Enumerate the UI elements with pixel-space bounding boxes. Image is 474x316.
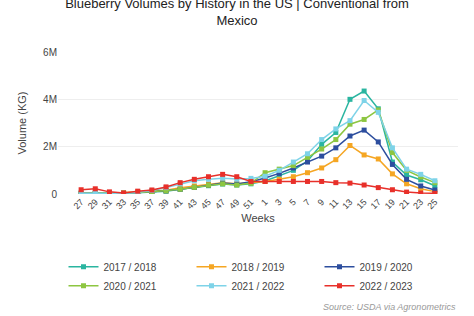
svg-text:41: 41 <box>171 197 185 211</box>
svg-text:2017 / 2018: 2017 / 2018 <box>104 262 157 273</box>
svg-text:4M: 4M <box>43 94 57 105</box>
svg-text:51: 51 <box>241 197 255 211</box>
svg-text:6M: 6M <box>43 47 57 58</box>
svg-text:2M: 2M <box>43 141 57 152</box>
svg-text:47: 47 <box>213 197 227 211</box>
svg-text:21: 21 <box>397 197 411 211</box>
svg-text:5: 5 <box>287 197 298 208</box>
svg-text:2018 / 2019: 2018 / 2019 <box>232 262 285 273</box>
svg-text:3: 3 <box>273 197 284 208</box>
svg-text:2022 / 2023: 2022 / 2023 <box>360 281 413 292</box>
svg-text:Volume (KG): Volume (KG) <box>16 92 28 155</box>
svg-text:7: 7 <box>301 197 312 208</box>
svg-text:17: 17 <box>369 197 383 211</box>
svg-text:37: 37 <box>142 197 156 211</box>
svg-text:33: 33 <box>114 197 128 211</box>
svg-text:2021 / 2022: 2021 / 2022 <box>232 281 285 292</box>
svg-text:Blueberry Volumes by History i: Blueberry Volumes by History in the US |… <box>65 0 409 28</box>
svg-text:45: 45 <box>199 197 213 211</box>
svg-text:2020 / 2021: 2020 / 2021 <box>104 281 157 292</box>
svg-text:39: 39 <box>156 197 170 211</box>
svg-text:23: 23 <box>411 197 425 211</box>
svg-text:35: 35 <box>128 197 142 211</box>
svg-text:Source: USDA via Agronometrics: Source: USDA via Agronometrics <box>323 302 456 312</box>
svg-text:49: 49 <box>227 197 241 211</box>
svg-text:9: 9 <box>316 197 327 208</box>
svg-text:19: 19 <box>383 197 397 211</box>
svg-text:31: 31 <box>100 197 114 211</box>
svg-text:13: 13 <box>340 197 354 211</box>
svg-text:Weeks: Weeks <box>241 212 275 224</box>
svg-text:1: 1 <box>259 197 270 208</box>
svg-text:27: 27 <box>72 197 86 211</box>
svg-text:11: 11 <box>327 197 341 211</box>
svg-text:29: 29 <box>86 197 100 211</box>
svg-text:43: 43 <box>185 197 199 211</box>
svg-text:25: 25 <box>425 197 439 211</box>
svg-text:15: 15 <box>355 197 369 211</box>
svg-text:2019 / 2020: 2019 / 2020 <box>360 262 413 273</box>
svg-text:0: 0 <box>51 189 57 200</box>
